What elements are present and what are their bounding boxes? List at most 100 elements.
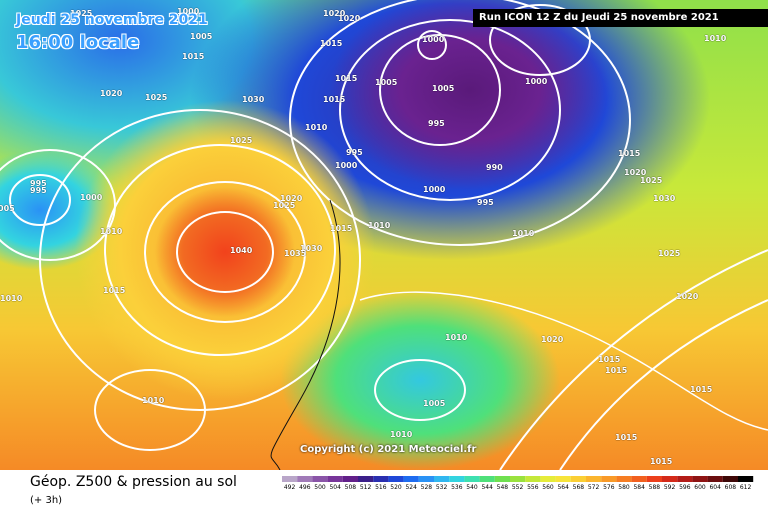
- scale-swatch: [646, 476, 662, 482]
- scale-label: 536: [451, 484, 463, 491]
- scale-swatch: [312, 476, 328, 482]
- scale-swatch: [297, 476, 313, 482]
- isobar-label: 1040: [230, 246, 253, 255]
- isobar-label: 1010: [390, 430, 413, 439]
- isobar-label: 1015: [323, 95, 346, 104]
- isobar-label: 1005: [423, 399, 446, 408]
- scale-swatch: [373, 476, 389, 482]
- isobar-label: 1015: [690, 385, 713, 394]
- scale-label: 516: [375, 484, 387, 491]
- isobar-label: 1020: [323, 9, 346, 18]
- isobar-label: 1020: [676, 292, 699, 301]
- isobar-label: 1000: [423, 185, 446, 194]
- isobar-label: 1010: [704, 34, 727, 43]
- scale-label: 576: [603, 484, 615, 491]
- scale-label: 504: [329, 484, 341, 491]
- scale-label: 524: [405, 484, 417, 491]
- scale-label: 492: [284, 484, 296, 491]
- isobar-label: 1015: [615, 433, 638, 442]
- scale-label: 552: [512, 484, 524, 491]
- isobar-label: 1000: [525, 77, 548, 86]
- scale-label: 572: [588, 484, 600, 491]
- isobar-label: 1015: [605, 366, 628, 375]
- scale-label: 560: [542, 484, 554, 491]
- scale-swatch: [510, 476, 526, 482]
- footer-title: Géop. Z500 & pression au sol: [30, 474, 237, 490]
- scale-label: 508: [345, 484, 357, 491]
- isobar-label: 1025: [230, 136, 253, 145]
- scale-swatch: [616, 476, 632, 482]
- isobar-label: 1020: [280, 194, 303, 203]
- scale-label: 568: [573, 484, 585, 491]
- isobars: [270, 199, 341, 470]
- isobar-label: 1035: [284, 249, 307, 258]
- scale-swatch: [540, 476, 556, 482]
- scale-label: 612: [740, 484, 752, 491]
- isobar-label: 1020: [624, 168, 647, 177]
- isobar-label: 1005: [375, 78, 398, 87]
- scale-label: 584: [633, 484, 645, 491]
- scale-label: 540: [466, 484, 478, 491]
- isobar-label: 1015: [618, 149, 641, 158]
- scale-swatch: [358, 476, 374, 482]
- time: 16:00 locale: [16, 32, 140, 53]
- isobar-label: 1025: [273, 201, 296, 210]
- isobar-label: 1030: [653, 194, 676, 203]
- isobar-label: 1000: [335, 161, 358, 170]
- isobar-label: 1010: [142, 396, 165, 405]
- isobar-label: 1015: [335, 74, 358, 83]
- isobar-label: 1020: [541, 335, 564, 344]
- scale-swatch: [403, 476, 419, 482]
- isobar-label: 1010: [512, 229, 535, 238]
- isobar-label: 1010: [100, 227, 123, 236]
- scale-label: 544: [481, 484, 493, 491]
- scale-swatch: [586, 476, 602, 482]
- scale-swatch: [464, 476, 480, 482]
- scale-label: 548: [497, 484, 509, 491]
- scale-swatch: [570, 476, 586, 482]
- isobar-label: 005: [0, 204, 15, 213]
- scale-label: 528: [421, 484, 433, 491]
- isobar-label: 1000: [177, 7, 200, 16]
- scale-swatch: [494, 476, 510, 482]
- scale-label: 520: [390, 484, 402, 491]
- scale-label: 596: [679, 484, 691, 491]
- run-info: Run ICON 12 Z du Jeudi 25 novembre 2021: [473, 9, 768, 27]
- isobar-label: 995: [30, 186, 47, 195]
- scale-swatch: [388, 476, 404, 482]
- scale-label: 580: [618, 484, 630, 491]
- isobar-label: 1010: [0, 294, 23, 303]
- scale-swatch: [722, 476, 738, 482]
- scale-swatch: [525, 476, 541, 482]
- scale-label: 500: [314, 484, 326, 491]
- date: Jeudi 25 novembre 2021: [16, 12, 208, 28]
- scale-label: 496: [299, 484, 311, 491]
- isobar-label: 1015: [182, 52, 205, 61]
- scale-swatch: [479, 476, 495, 482]
- scale-swatch: [449, 476, 465, 482]
- isobar-label: 1030: [242, 95, 265, 104]
- scale-swatch: [738, 476, 754, 482]
- scale-swatch: [434, 476, 450, 482]
- isobar-label: 1015: [320, 39, 343, 48]
- scale-swatch: [707, 476, 723, 482]
- copyright: Copyright (c) 2021 Meteociel.fr: [300, 444, 477, 455]
- color-scale: 492 496 500 504 508 512 516 520 524 528 532 536 540 5…: [282, 476, 754, 491]
- scale-label: 592: [664, 484, 676, 491]
- footer-subtitle: (+ 3h): [30, 495, 63, 506]
- isobar-label: 995: [428, 119, 445, 128]
- isobar-label: 995: [477, 198, 494, 207]
- isobar-label: 1025: [145, 93, 168, 102]
- isobar-label: 1030: [300, 244, 323, 253]
- isobar-label: 990: [486, 163, 503, 172]
- isobar-label: 1010: [445, 333, 468, 342]
- isobar-label: 1000: [422, 35, 445, 44]
- isobar-label: 1015: [650, 457, 673, 466]
- isobar-label: 1015: [598, 355, 621, 364]
- scale-label: 556: [527, 484, 539, 491]
- scale-swatch: [692, 476, 708, 482]
- isobar-label: 1015: [103, 286, 126, 295]
- isobar-label: 1000: [80, 193, 103, 202]
- scale-label: 588: [649, 484, 661, 491]
